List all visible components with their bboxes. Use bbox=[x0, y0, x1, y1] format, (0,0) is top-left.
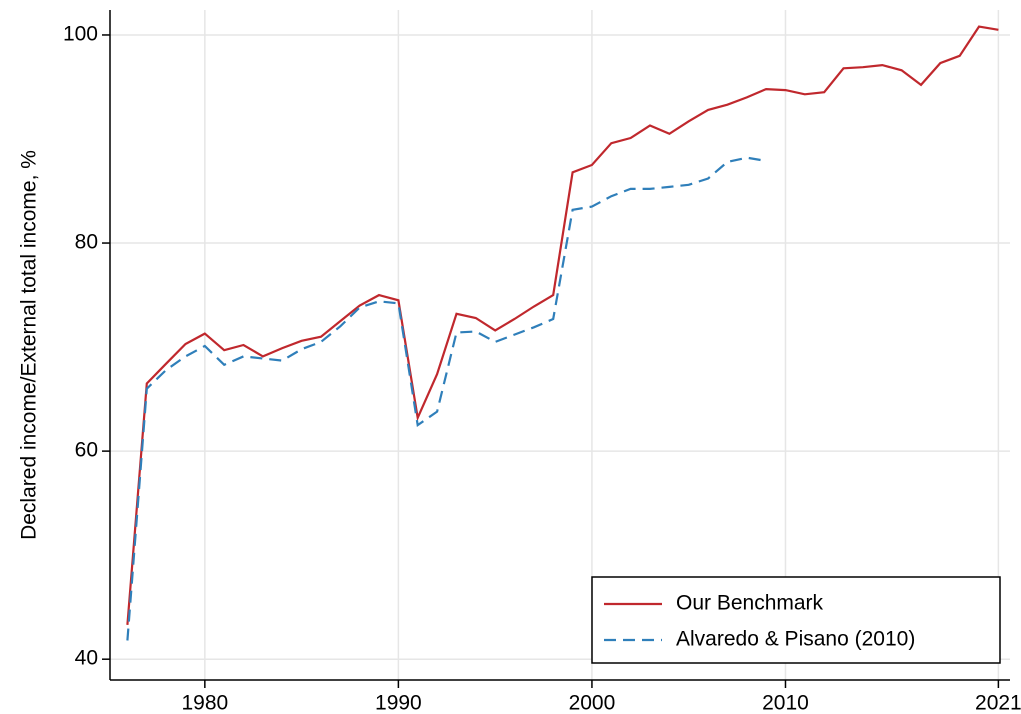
y-tick-label: 60 bbox=[75, 439, 98, 462]
x-tick-label: 1990 bbox=[375, 692, 422, 714]
legend-label: Alvaredo & Pisano (2010) bbox=[676, 628, 915, 651]
x-tick-label: 1980 bbox=[181, 692, 228, 714]
y-tick-label: 100 bbox=[63, 23, 98, 46]
line-series bbox=[126, 25, 999, 625]
legend-label: Our Benchmark bbox=[676, 592, 824, 615]
y-tick-label: 40 bbox=[75, 647, 98, 670]
x-tick-label: 2010 bbox=[762, 692, 809, 714]
line-series bbox=[126, 156, 767, 641]
y-tick-label: 80 bbox=[75, 231, 98, 254]
y-axis-label: Declared income/External total income, % bbox=[18, 150, 41, 540]
legend-box bbox=[591, 576, 1001, 664]
x-tick-label: 2021 bbox=[975, 692, 1021, 714]
x-tick-label: 2000 bbox=[569, 692, 616, 714]
